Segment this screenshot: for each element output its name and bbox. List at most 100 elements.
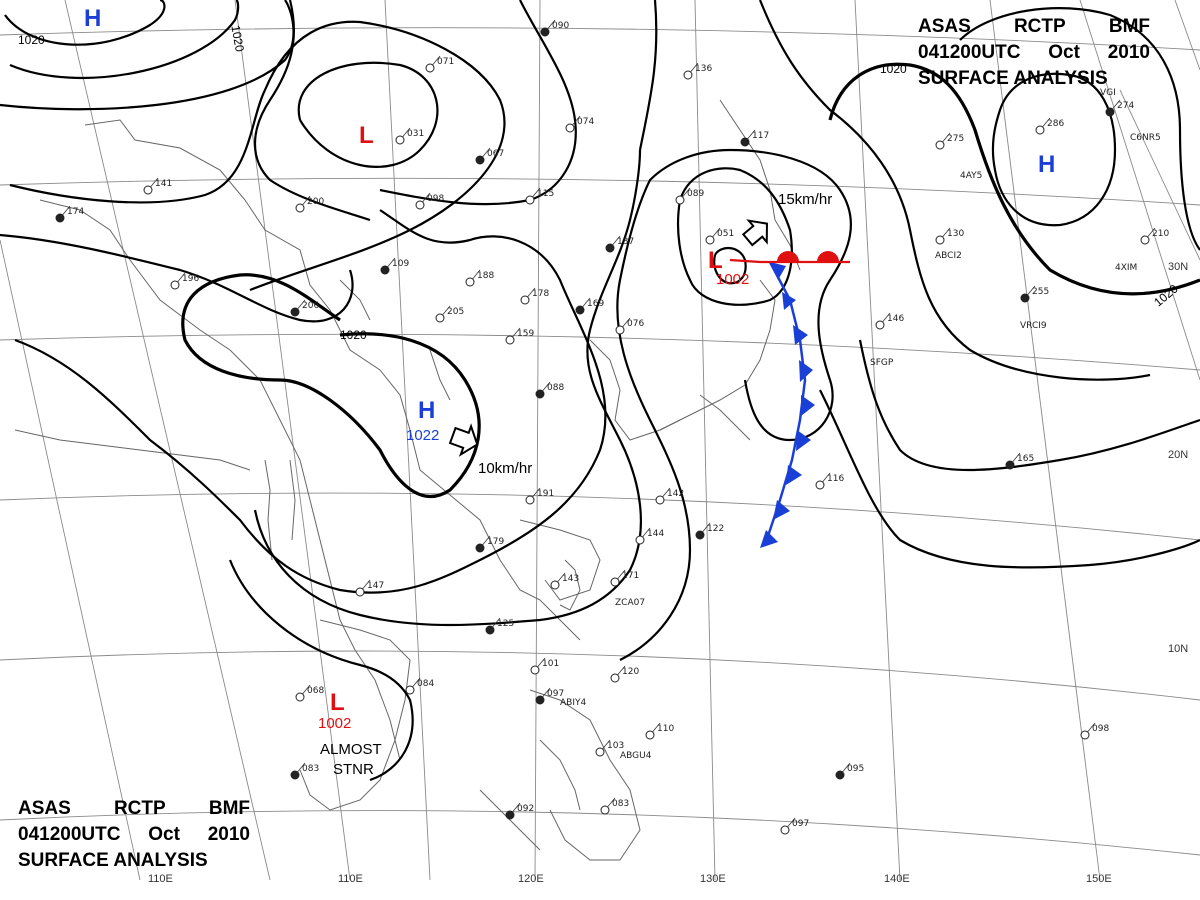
station-plot: 147 bbox=[355, 579, 384, 597]
station-pressure: 274 bbox=[1117, 101, 1134, 111]
station-plot: 205 bbox=[435, 305, 464, 323]
low-pressure-value: 1002 bbox=[318, 715, 351, 732]
station-pressure: 137 bbox=[617, 237, 634, 247]
station-plot: 098 bbox=[415, 192, 444, 210]
station-plot: 088 bbox=[535, 381, 564, 399]
station-plot: 191 bbox=[525, 487, 554, 505]
title-time: 041200UTC bbox=[918, 42, 1021, 63]
station-circle bbox=[645, 730, 655, 740]
station-plot: 097 bbox=[535, 687, 564, 705]
station-circle bbox=[780, 825, 790, 835]
title-product: BMF bbox=[208, 798, 250, 819]
station-pressure: 174 bbox=[67, 207, 84, 217]
station-circle bbox=[875, 320, 885, 330]
high-pressure-value: 1022 bbox=[406, 427, 439, 444]
station-circle bbox=[635, 535, 645, 545]
station-plot: 125 bbox=[485, 617, 514, 635]
station-plot: 083 bbox=[600, 797, 629, 815]
station-plot: 144 bbox=[635, 527, 664, 545]
station-plot: 101 bbox=[530, 657, 559, 675]
cold-front bbox=[760, 261, 815, 548]
station-plot: 171 bbox=[610, 569, 639, 587]
station-pressure: 255 bbox=[1032, 287, 1049, 297]
station-plot: 110 bbox=[645, 722, 674, 740]
station-plot: 051 bbox=[705, 227, 734, 245]
station-pressure: 117 bbox=[752, 131, 769, 141]
station-plot: 098 bbox=[1080, 722, 1109, 740]
station-pressure: 179 bbox=[487, 537, 504, 547]
longitude-label: 130E bbox=[700, 873, 726, 885]
station-circle bbox=[475, 543, 485, 553]
station-pressure: 116 bbox=[827, 474, 844, 484]
latitude-label: 30N bbox=[1168, 261, 1188, 273]
station-circle bbox=[415, 200, 425, 210]
station-plot: 143 bbox=[550, 572, 579, 590]
station-pressure: 165 bbox=[1017, 454, 1034, 464]
station-pressure: 169 bbox=[587, 299, 604, 309]
title-agency: ASAS bbox=[918, 16, 971, 37]
station-plot: 083 bbox=[290, 762, 319, 780]
station-circle bbox=[575, 305, 585, 315]
station-pressure: 286 bbox=[1047, 119, 1064, 129]
station-circle bbox=[465, 277, 475, 287]
station-plot: 068 bbox=[295, 684, 324, 702]
station-plot: 076 bbox=[615, 317, 644, 335]
chart-title-top-right: ASAS RCTP BMF 041200UTC Oct 2010 SURFACE ANA… bbox=[918, 14, 1150, 92]
title-type: SURFACE ANALYSIS bbox=[18, 850, 208, 871]
station-pressure: 084 bbox=[417, 679, 434, 689]
station-pressure: 067 bbox=[487, 149, 504, 159]
station-circle bbox=[170, 280, 180, 290]
station-plot: 286 bbox=[1035, 117, 1064, 135]
title-center: RCTP bbox=[113, 798, 166, 819]
station-plot: 071 bbox=[425, 55, 454, 73]
station-circle bbox=[600, 805, 610, 815]
pressure-systems: H L H 1022 10km/hr L 1002 15km/hr H L 10… bbox=[84, 5, 1055, 778]
station-plot: 169 bbox=[575, 297, 604, 315]
station-circle bbox=[535, 389, 545, 399]
motion-speed-label: 15km/hr bbox=[778, 191, 832, 208]
station-pressure: 095 bbox=[847, 764, 864, 774]
station-pressure: 103 bbox=[607, 741, 624, 751]
station-circle bbox=[605, 243, 615, 253]
station-plot: 130 bbox=[935, 227, 964, 245]
station-circle bbox=[695, 530, 705, 540]
ship-station-id: SFGP bbox=[870, 358, 894, 368]
station-plot: 120 bbox=[610, 665, 639, 683]
station-pressure: 097 bbox=[792, 819, 809, 829]
station-pressure: 115 bbox=[537, 189, 554, 199]
station-plot: 142 bbox=[655, 487, 684, 505]
station-circle bbox=[675, 195, 685, 205]
station-pressure: 146 bbox=[887, 314, 904, 324]
station-circle bbox=[1035, 125, 1045, 135]
station-pressure: 031 bbox=[407, 129, 424, 139]
station-pressure: 098 bbox=[427, 194, 444, 204]
station-circle bbox=[290, 770, 300, 780]
low-pressure-value: 1002 bbox=[716, 271, 749, 288]
station-circle bbox=[565, 123, 575, 133]
station-circle bbox=[485, 625, 495, 635]
station-plot: 109 bbox=[380, 257, 409, 275]
station-pressure: 210 bbox=[1152, 229, 1169, 239]
station-circle bbox=[1020, 293, 1030, 303]
station-circle bbox=[610, 577, 620, 587]
station-plot: 275 bbox=[935, 132, 964, 150]
ship-station-id: VGI bbox=[1100, 88, 1116, 98]
station-pressure: 051 bbox=[717, 229, 734, 239]
station-pressure: 196 bbox=[182, 274, 199, 284]
station-circle bbox=[530, 665, 540, 675]
title-year: 2010 bbox=[207, 824, 250, 845]
station-circle bbox=[435, 313, 445, 323]
axis-labels: 110E 110E 120E 130E 140E 150E 30N 20N 10… bbox=[148, 261, 1188, 885]
title-year: 2010 bbox=[1107, 42, 1150, 63]
title-type: SURFACE ANALYSIS bbox=[918, 68, 1108, 89]
station-plot: 067 bbox=[475, 147, 504, 165]
station-pressure: 090 bbox=[552, 21, 569, 31]
station-circle bbox=[1140, 235, 1150, 245]
station-plot: 103 bbox=[595, 739, 624, 757]
station-pressure: 141 bbox=[155, 179, 172, 189]
high-pressure-marker: H bbox=[418, 397, 435, 424]
station-circle bbox=[405, 685, 415, 695]
station-pressure: 120 bbox=[622, 667, 639, 677]
station-circle bbox=[705, 235, 715, 245]
